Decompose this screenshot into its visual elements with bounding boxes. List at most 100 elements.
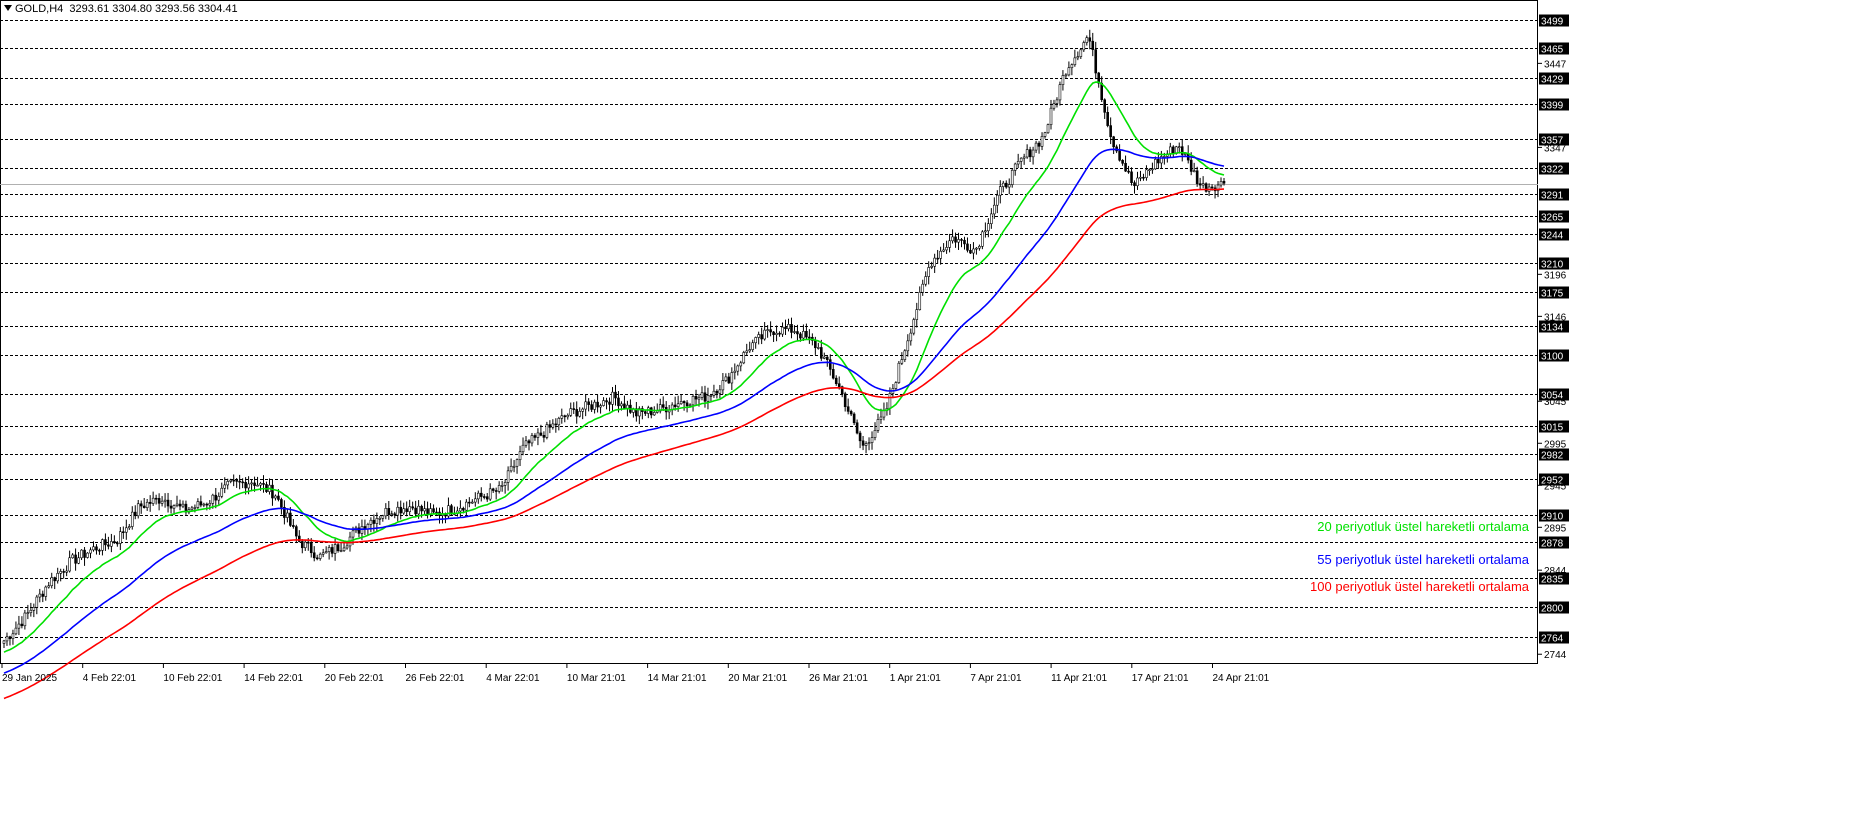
candle-body <box>1177 146 1181 148</box>
candle-body <box>476 492 480 500</box>
candle-body <box>1091 40 1095 50</box>
candle-body <box>2 640 6 644</box>
candle-body <box>1055 99 1059 104</box>
candle-body <box>35 596 39 608</box>
candle-body <box>945 247 948 251</box>
candle-body <box>473 498 477 503</box>
candle-body <box>906 340 910 352</box>
candle-body <box>614 391 617 399</box>
candle-body <box>101 539 104 551</box>
candle-body <box>682 401 686 404</box>
candle-body <box>769 329 772 333</box>
candle-body <box>1219 181 1223 186</box>
legend-ema20-label: 20 periyotluk üstel hareketli ortalama <box>1317 519 1529 534</box>
candle-body <box>948 240 951 248</box>
candle-body <box>136 503 140 517</box>
candle-body <box>721 380 725 391</box>
candle-body <box>718 389 722 394</box>
candle-body <box>882 410 886 418</box>
candle-body <box>124 527 128 533</box>
candle-body <box>1010 169 1014 185</box>
level-tag <box>1539 98 1569 111</box>
candle-body <box>1046 124 1050 134</box>
candle-body <box>766 329 769 331</box>
candle-body <box>930 265 933 268</box>
candle-body <box>202 503 206 506</box>
dropdown-triangle-icon[interactable] <box>4 5 12 11</box>
level-tag <box>1539 473 1569 486</box>
candle-body <box>420 505 423 512</box>
candle-body <box>17 623 21 629</box>
candle-body <box>635 408 638 417</box>
candle-body <box>71 554 74 559</box>
candle-body <box>524 440 528 446</box>
candle-body <box>515 459 519 467</box>
candle-body <box>1124 162 1127 172</box>
time-label: 29 Jan 2025 <box>2 673 57 684</box>
level-label: 2835 <box>1541 575 1564 586</box>
candle-body <box>658 404 662 412</box>
candle-body <box>1037 142 1041 147</box>
candle-body <box>709 395 713 397</box>
candle-body <box>384 508 388 517</box>
candle-body <box>160 500 164 504</box>
level-tag <box>1539 448 1569 461</box>
candle-body <box>214 494 218 501</box>
candle-body <box>402 508 406 514</box>
candle-body <box>1198 183 1202 186</box>
candle-body <box>405 508 408 512</box>
candle-body <box>1073 57 1077 66</box>
candle-body <box>569 408 573 416</box>
candle-body <box>834 377 838 384</box>
legend-ema100-label: 100 periyotluk üstel hareketli ortalama <box>1310 579 1529 594</box>
price-tick-label: 2995 <box>1544 439 1567 450</box>
candle-body <box>127 526 131 529</box>
candle-body <box>638 408 641 417</box>
candle-body <box>1094 49 1098 74</box>
candle-body <box>855 422 859 434</box>
candle-body <box>199 501 203 506</box>
candle-body <box>715 390 719 394</box>
level-label: 3357 <box>1541 136 1564 147</box>
candle-body <box>166 499 170 507</box>
candle-body <box>250 482 253 485</box>
candle-body <box>772 331 775 335</box>
candle-body <box>805 331 808 338</box>
candle-body <box>748 349 752 352</box>
candle-body <box>840 386 844 395</box>
candle-body <box>975 247 978 250</box>
candle-body <box>921 283 925 293</box>
candle-body <box>572 408 576 410</box>
candle-body <box>8 636 12 639</box>
candle-body <box>1169 146 1172 155</box>
candle-body <box>1058 84 1062 101</box>
time-label: 14 Feb 22:01 <box>244 673 303 684</box>
candle-body <box>262 483 265 485</box>
candle-body <box>417 505 420 515</box>
candle-body <box>509 465 513 472</box>
candle-body <box>593 401 596 410</box>
candle-body <box>318 553 322 559</box>
candle-body <box>232 479 235 482</box>
candle-body <box>1195 170 1199 184</box>
candle-body <box>321 552 325 555</box>
candle-body <box>289 512 292 526</box>
level-label: 3015 <box>1541 423 1564 434</box>
candle-body <box>649 407 653 416</box>
candle-body <box>1079 49 1083 57</box>
level-label: 3499 <box>1541 17 1564 28</box>
candle-body <box>1034 142 1038 151</box>
candle-body <box>205 503 209 506</box>
level-label: 3399 <box>1541 101 1564 112</box>
candle-body <box>23 612 27 627</box>
candle-body <box>990 213 993 224</box>
candle-body <box>1112 136 1115 148</box>
candle-body <box>259 483 262 486</box>
candle-body <box>68 557 71 572</box>
candle-body <box>1160 156 1163 164</box>
candle-body <box>912 319 916 334</box>
candle-body <box>151 497 155 504</box>
candle-body <box>1127 170 1130 173</box>
candle-body <box>217 495 221 501</box>
